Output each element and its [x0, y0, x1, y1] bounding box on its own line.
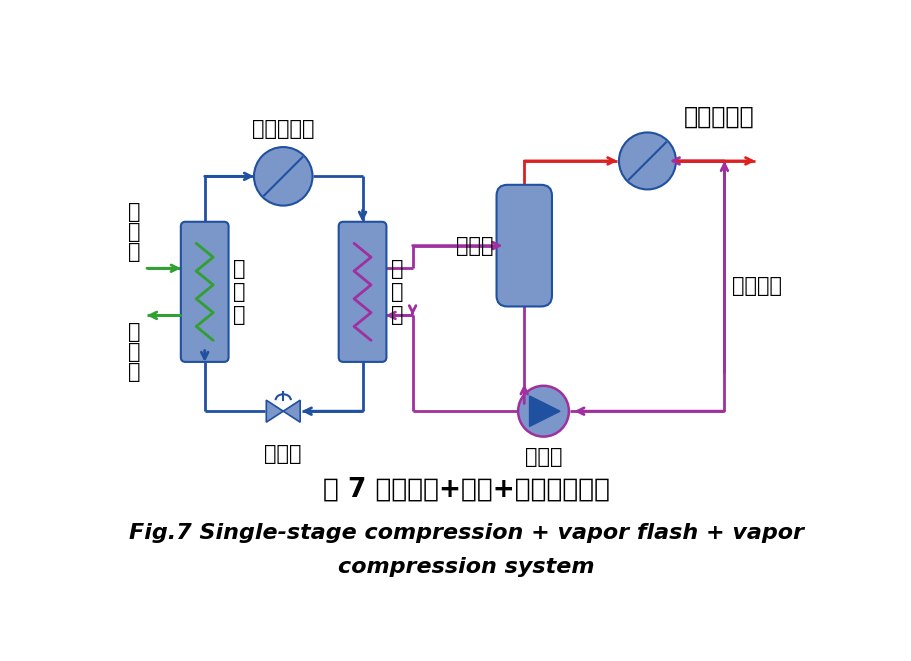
- Polygon shape: [529, 396, 560, 426]
- Circle shape: [254, 147, 312, 206]
- Text: Fig.7 Single-stage compression + vapor flash + vapor: Fig.7 Single-stage compression + vapor f…: [129, 523, 804, 543]
- Text: 蒸
发
器: 蒸 发 器: [233, 258, 246, 325]
- Text: 图 7 单级压缩+闪蒸+蒸气压缩循环: 图 7 单级压缩+闪蒸+蒸气压缩循环: [323, 477, 610, 503]
- Polygon shape: [266, 400, 283, 422]
- Text: 热
源
进: 热 源 进: [128, 202, 141, 262]
- Text: 膨胀阀: 膨胀阀: [264, 444, 302, 463]
- Text: 软化水进: 软化水进: [732, 276, 783, 296]
- FancyBboxPatch shape: [180, 222, 229, 362]
- FancyBboxPatch shape: [496, 185, 552, 307]
- Circle shape: [518, 386, 568, 437]
- Text: compression system: compression system: [338, 557, 595, 577]
- Text: 低压蒸汽出: 低压蒸汽出: [683, 104, 754, 129]
- FancyBboxPatch shape: [339, 222, 386, 362]
- Text: 热
源
出: 热 源 出: [128, 321, 141, 381]
- Text: 热泵压缩机: 热泵压缩机: [252, 120, 314, 139]
- Text: 闪蒸罐: 闪蒸罐: [456, 235, 494, 256]
- Text: 循环泵: 循环泵: [525, 447, 562, 467]
- Polygon shape: [283, 400, 301, 422]
- Text: 冷
凝
器: 冷 凝 器: [391, 258, 404, 325]
- Circle shape: [619, 132, 676, 190]
